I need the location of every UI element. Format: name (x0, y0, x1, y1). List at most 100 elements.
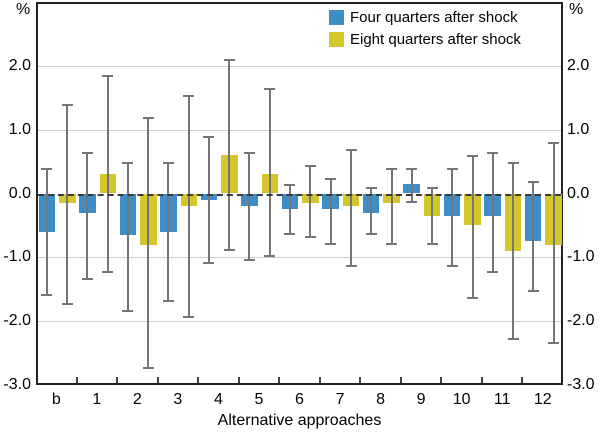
x-tick (116, 377, 119, 383)
x-category-label-10: 10 (452, 391, 471, 408)
errorbar-fourq-12 (532, 180, 535, 293)
x-tick (156, 377, 159, 383)
y-tick-label-right--2.0: -2.0 (567, 312, 595, 330)
errorbar-cap (446, 167, 458, 170)
x-category-label-4: 4 (213, 391, 223, 408)
errorbar-eightq-6 (309, 164, 312, 239)
errorbar-cap (507, 338, 519, 341)
errorbar-fourq-1 (86, 152, 89, 280)
errorbar-fourq-9 (410, 167, 413, 204)
legend-item-four-quarters: Four quarters after shock (329, 8, 521, 26)
errorbar-cap (426, 242, 438, 245)
errorbar-cap (284, 183, 296, 186)
errorbar-cap (406, 201, 418, 204)
errorbar-cap (467, 296, 479, 299)
x-tick (440, 377, 443, 383)
gridline-1.0 (38, 129, 561, 131)
errorbar-eightq-3 (187, 94, 190, 318)
errorbar-eightq-12 (552, 142, 555, 344)
errorbar-eightq-10 (471, 155, 474, 299)
y-tick-label-right-1.0: 1.0 (567, 120, 590, 138)
errorbar-cap (325, 177, 337, 180)
errorbar-cap (81, 152, 93, 154)
x-tick (318, 377, 321, 383)
errorbar-eightq-1 (106, 75, 109, 274)
errorbar-cap (406, 167, 418, 170)
errorbar-cap (548, 341, 560, 344)
errorbar-cap (527, 290, 539, 293)
errorbar-cap (304, 236, 316, 239)
errorbar-fourq-10 (451, 167, 454, 267)
legend: Four quarters after shock Eight quarters… (329, 9, 521, 53)
x-tick (278, 377, 281, 383)
y-tick-label-left-2.0: 2.0 (8, 56, 31, 74)
y-axis-unit-left: % (16, 1, 31, 18)
errorbar-cap (284, 232, 296, 235)
x-axis-title: Alternative approaches (217, 412, 382, 429)
errorbar-eightq-8 (390, 167, 393, 245)
errorbar-fourq-3 (167, 161, 170, 302)
errorbar-cap (223, 248, 235, 251)
legend-swatch-four-quarters (329, 9, 344, 25)
errorbar-cap (304, 164, 316, 167)
errorbar-cap (102, 271, 114, 274)
errorbar-cap (41, 293, 53, 296)
x-tick (197, 377, 200, 383)
errorbar-eightq-4 (228, 59, 231, 251)
x-category-label-2: 2 (132, 391, 142, 408)
errorbar-cap (243, 152, 255, 154)
y-tick-label-left--3.0: -3.0 (3, 376, 31, 393)
gridline--1.0 (38, 257, 561, 259)
errorbar-cap (183, 315, 195, 318)
x-tick (75, 377, 78, 383)
errorbar-cap (142, 367, 154, 370)
errorbar-cap (122, 309, 134, 312)
x-tick (237, 377, 240, 383)
errorbar-cap (365, 232, 377, 235)
errorbar-cap (81, 277, 93, 280)
errorbar-cap (264, 88, 276, 91)
errorbar-cap (264, 255, 276, 258)
errorbar-cap (365, 187, 377, 190)
errorbar-cap (426, 187, 438, 190)
x-category-label-8: 8 (376, 391, 386, 408)
x-tick (521, 377, 524, 383)
gridline-2.0 (38, 65, 561, 67)
errorbar-cap (467, 155, 479, 158)
errorbar-fourq-4 (207, 136, 210, 264)
errorbar-cap (142, 116, 154, 119)
gridline--2.0 (38, 321, 561, 323)
errorbar-cap (243, 258, 255, 261)
x-category-label-1: 1 (92, 391, 102, 408)
errorbar-fourq-11 (491, 152, 494, 274)
errorbar-cap (386, 242, 398, 245)
errorbar-cap (102, 75, 114, 78)
y-tick-label-right-2.0: 2.0 (567, 56, 590, 74)
errorbar-cap (41, 167, 53, 170)
legend-label-four-quarters: Four quarters after shock (350, 8, 518, 26)
errorbar-cap (548, 142, 560, 145)
errorbar-cap (203, 136, 215, 139)
zero-line (38, 193, 561, 196)
y-tick-label-left--2.0: -2.0 (3, 312, 31, 330)
errorbar-cap (487, 152, 499, 154)
x-category-label-3: 3 (173, 391, 183, 408)
y-tick-label-left-1.0: 1.0 (8, 120, 31, 138)
errorbar-cap (122, 161, 134, 164)
errorbar-fourq-5 (248, 152, 251, 261)
errorbar-cap (223, 59, 235, 62)
errorbar-eightq-b (66, 104, 69, 306)
y-axis-unit-right: % (569, 1, 584, 18)
errorbar-cap (386, 167, 398, 170)
y-tick-label-left-0.0: 0.0 (8, 184, 31, 202)
errorbar-fourq-b (45, 167, 48, 296)
errorbar-eightq-2 (147, 116, 150, 370)
errorbar-cap (162, 300, 174, 303)
errorbar-cap (487, 271, 499, 274)
errorbar-cap (527, 180, 539, 183)
y-tick-label-right-0.0: 0.0 (567, 184, 590, 202)
x-tick (399, 377, 402, 383)
errorbar-eightq-9 (431, 187, 434, 245)
errorbar-cap (61, 303, 73, 306)
errorbar-cap (325, 242, 337, 245)
